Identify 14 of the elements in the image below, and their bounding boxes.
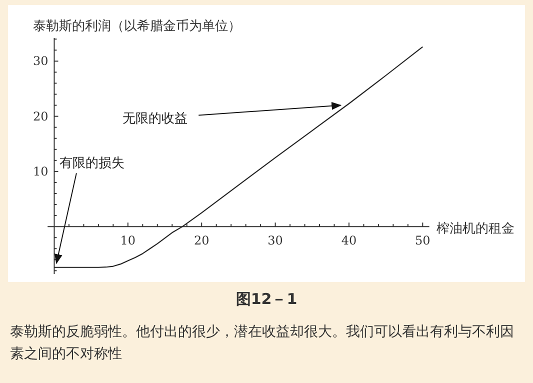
x-tick-label: 50 (415, 234, 430, 248)
x-axis-title: 榨油机的租金 (436, 222, 514, 237)
x-tick-label: 40 (341, 234, 357, 248)
y-tick-label: 20 (32, 109, 48, 124)
y-axis-title: 泰勒斯的利润（以希腊金币为单位） (33, 19, 241, 34)
annotation: 有限的损失 (59, 156, 124, 172)
caption: 图12－1 (234, 290, 298, 309)
y-tick-label: 30 (32, 54, 48, 68)
y-tick-label: 10 (32, 164, 48, 178)
x-tick-label: 20 (194, 234, 210, 248)
x-tick-label: 10 (120, 234, 136, 248)
text: 泰勒斯的反脆弱性。他付出的很少，潜在收益却很大。我们可以看出有利与不利因素之间的不对称性 (10, 323, 515, 364)
x-tick-label: 30 (268, 234, 283, 248)
annotation: 无限的收益 (122, 111, 188, 126)
